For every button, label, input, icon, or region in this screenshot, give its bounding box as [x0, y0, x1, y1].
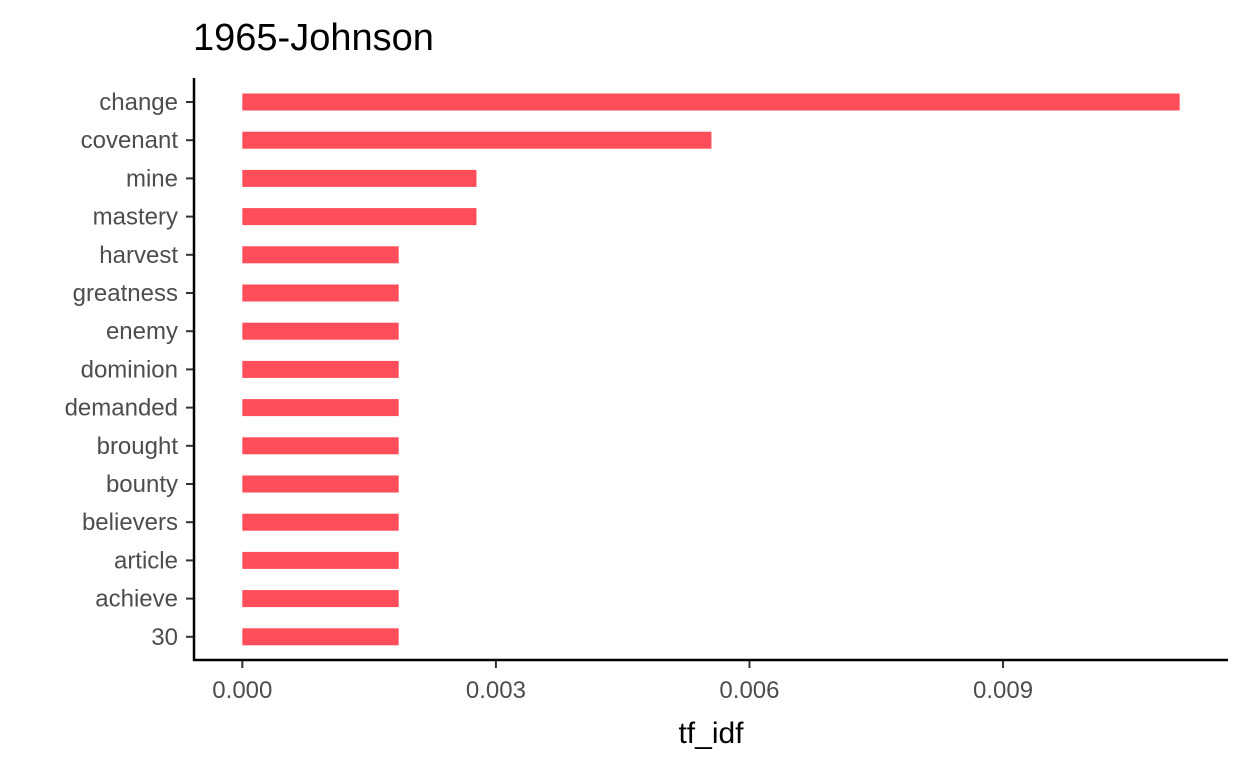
bar-30 [242, 628, 399, 646]
bar-article [242, 551, 399, 569]
y-tick-label: enemy [106, 318, 178, 345]
y-tick-label: harvest [99, 242, 178, 269]
y-tick-label: demanded [65, 395, 178, 422]
bar-harvest [242, 246, 399, 264]
y-tick-label: 30 [151, 624, 178, 651]
bar-enemy [242, 322, 399, 340]
y-tick-label: article [114, 547, 178, 574]
y-tick-label: bounty [106, 471, 178, 498]
x-axis-title: tf_idf [678, 717, 744, 750]
bar-change [242, 93, 1180, 111]
chart-title: 1965-Johnson [193, 17, 434, 59]
bars-group [242, 93, 1180, 646]
bar-greatness [242, 284, 399, 302]
bar-dominion [242, 360, 399, 378]
bar-brought [242, 437, 399, 455]
y-tick-label: dominion [81, 356, 178, 383]
y-tick-label: greatness [73, 280, 178, 307]
y-tick-label: brought [97, 433, 179, 460]
x-tick-label: 0.000 [212, 677, 272, 704]
bar-demanded [242, 399, 399, 417]
y-tick-labels: change covenant mine mastery harvest greatnes… [65, 89, 194, 651]
x-tick-label: 0.006 [719, 677, 779, 704]
bar-mastery [242, 208, 477, 226]
bar-mine [242, 169, 477, 187]
bar-bounty [242, 475, 399, 493]
x-tick-label: 0.003 [466, 677, 526, 704]
y-tick-label: mine [126, 165, 178, 192]
y-tick-label: change [99, 89, 178, 116]
y-tick-label: mastery [93, 204, 178, 231]
bar-achieve [242, 590, 399, 608]
bar-covenant [242, 131, 712, 149]
y-tick-label: covenant [81, 127, 179, 154]
y-tick-label: believers [82, 509, 178, 536]
x-tick-labels: 0.000 0.003 0.006 0.009 [212, 660, 1033, 704]
x-tick-label: 0.009 [973, 677, 1033, 704]
y-tick-label: achieve [95, 586, 178, 613]
bar-believers [242, 513, 399, 531]
